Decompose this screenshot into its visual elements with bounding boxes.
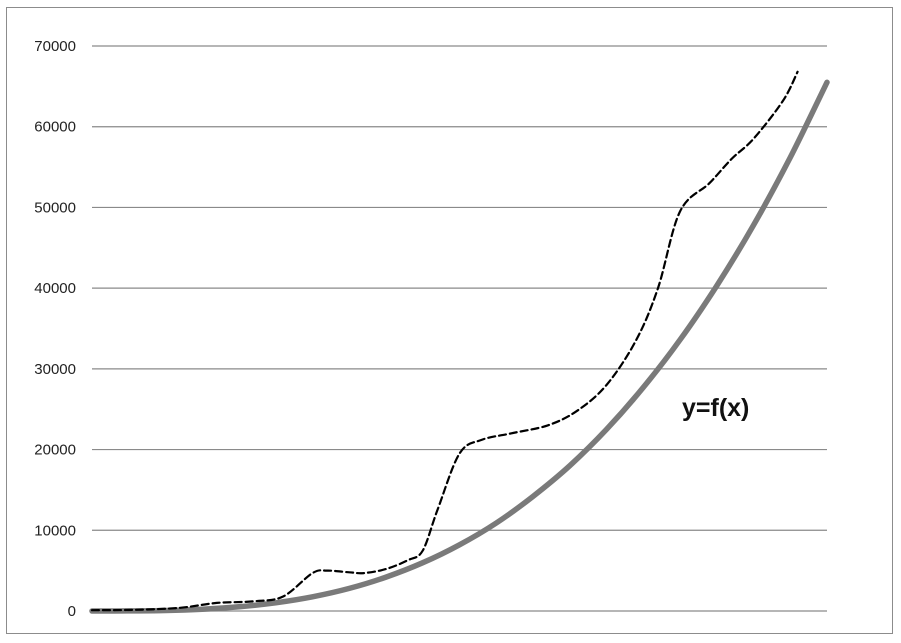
y-tick-label: 60000 [34, 119, 76, 136]
y-tick-label: 0 [68, 603, 76, 620]
curve-annotation-label: y=f(x) [682, 394, 749, 422]
y-tick-label: 30000 [34, 361, 76, 378]
chart-frame [6, 7, 893, 634]
y-tick-label: 10000 [34, 522, 76, 539]
y-tick-label: 70000 [34, 38, 76, 55]
y-tick-label: 50000 [34, 199, 76, 216]
y-tick-label: 40000 [34, 280, 76, 297]
dashed-series-line [90, 70, 799, 612]
y-tick-label: 20000 [34, 442, 76, 459]
fx-curve-line [89, 79, 830, 614]
